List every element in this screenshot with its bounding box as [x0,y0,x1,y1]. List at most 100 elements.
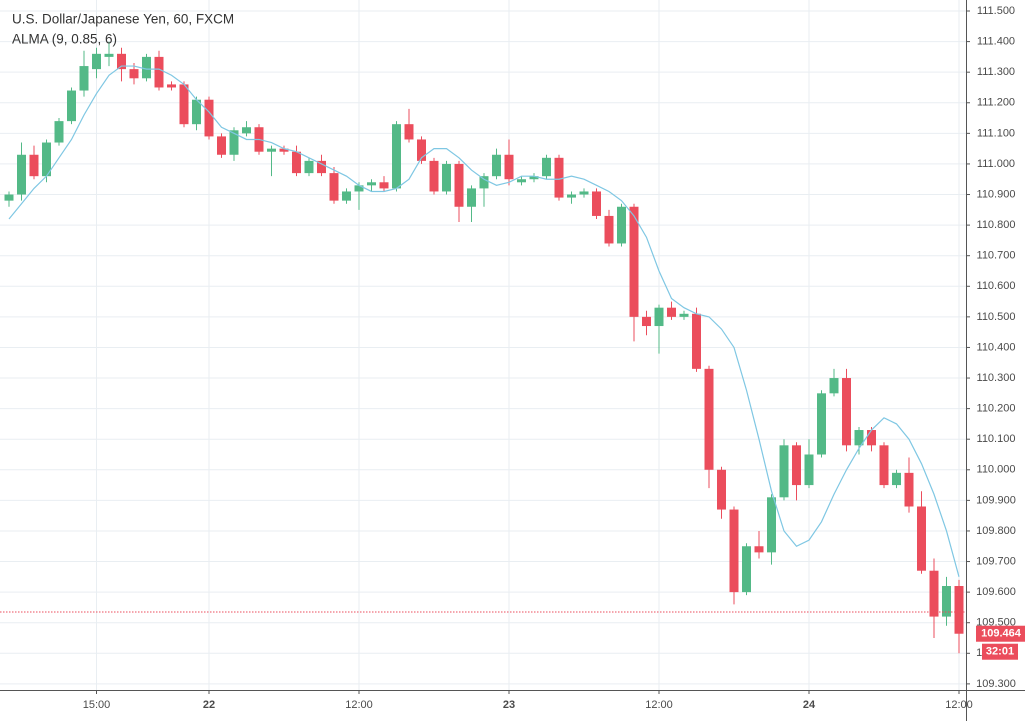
axes: 109.300109.400109.500109.600109.700109.8… [83,5,1025,711]
candle-body [92,53,101,70]
y-tick-label: 110.800 [977,219,1016,231]
candle-body [604,215,614,244]
y-tick-label: 111.300 [977,66,1015,78]
candle-body [42,142,51,177]
x-tick-label: 15:00 [83,699,111,711]
candle-body [279,148,289,152]
candle-body [629,206,639,317]
candle-body [592,191,601,216]
candle-body [817,393,826,455]
candle-body [667,307,676,317]
x-tick-label: 12:00 [945,699,973,711]
candle-body [392,124,401,189]
candle-body [792,445,801,486]
candle-body [129,69,139,79]
y-tick-label: 110.000 [977,464,1016,476]
candle-body [917,506,926,571]
candle-body [242,127,251,134]
y-tick-label: 111.500 [977,5,1015,17]
y-tick-label: 110.900 [977,188,1016,200]
candle-body [292,151,301,174]
y-tick-label: 109.900 [976,494,1016,506]
candle-body [804,454,814,486]
candle-body [229,130,239,155]
y-tick-label: 111.000 [977,158,1015,170]
x-tick-label: 24 [803,699,816,711]
indicator-name: ALMA (9, 0.85, 6) [12,32,117,47]
candle-body [4,194,14,201]
candle-body [17,154,26,195]
candle-body [617,206,626,244]
candle-body [829,378,839,394]
candle-body [554,157,564,198]
candle-body [717,469,726,510]
candle-body [267,148,276,152]
candle-body [67,90,76,122]
y-tick-label: 109.600 [976,586,1016,598]
candle-body [767,497,776,553]
y-tick-label: 110.100 [977,433,1016,445]
candle-body [154,56,164,88]
candle-body [679,313,689,317]
candle-body [892,472,901,486]
candle-body [204,99,214,137]
candle-body [842,378,851,446]
y-tick-label: 111.100 [977,127,1015,139]
candle-body [167,84,176,88]
candle-body [867,430,876,446]
candle-body [117,53,126,70]
y-tick-label: 111.400 [977,36,1015,48]
y-tick-label: 110.700 [977,250,1016,262]
x-tick-label: 22 [203,699,215,711]
y-tick-label: 109.300 [976,678,1016,690]
grid [0,0,966,690]
candle-body [29,154,39,177]
candle-body [542,157,551,177]
countdown-tag [982,643,1018,660]
x-tick-label: 23 [503,699,515,711]
candle-body [854,430,864,446]
candle-body [379,182,389,189]
candle-body [454,163,464,207]
candle-body [692,313,701,369]
chart-title: U.S. Dollar/Japanese Yen, 60, FXCM [12,12,234,27]
y-tick-label: 110.200 [977,403,1016,415]
candle-body [329,173,339,201]
candle-body [642,316,651,327]
alma-line [8,65,960,577]
candle-body [704,368,714,470]
marks [0,41,966,654]
candle-body [467,188,476,207]
candle-body [342,191,351,201]
candle-body [104,53,114,57]
candle-body [942,586,951,617]
candle-body [904,472,914,507]
candle-body [879,445,889,486]
y-tick-label: 110.600 [977,280,1016,292]
candle-body [179,84,189,125]
countdown-label: 32:01 [986,646,1014,658]
candle-body [354,185,364,192]
candle-body [317,160,326,174]
candle-body [367,182,376,186]
candle-body [492,154,501,177]
candle-body [404,124,414,140]
candle-body [567,194,576,198]
y-tick-label: 109.800 [976,525,1016,537]
candle-body [929,570,939,617]
candle-body [742,546,751,593]
x-tick-label: 12:00 [645,699,673,711]
last-price-label: 109.464 [981,628,1022,640]
candle-body [79,66,89,91]
candle-body [579,191,589,195]
candle-body [729,509,739,593]
x-tick-label: 12:00 [345,699,373,711]
candle-body [142,56,151,79]
y-tick-label: 111.200 [977,97,1015,109]
candle-body [479,176,489,189]
y-tick-label: 109.500 [976,617,1016,629]
y-tick-label: 110.400 [977,341,1016,353]
